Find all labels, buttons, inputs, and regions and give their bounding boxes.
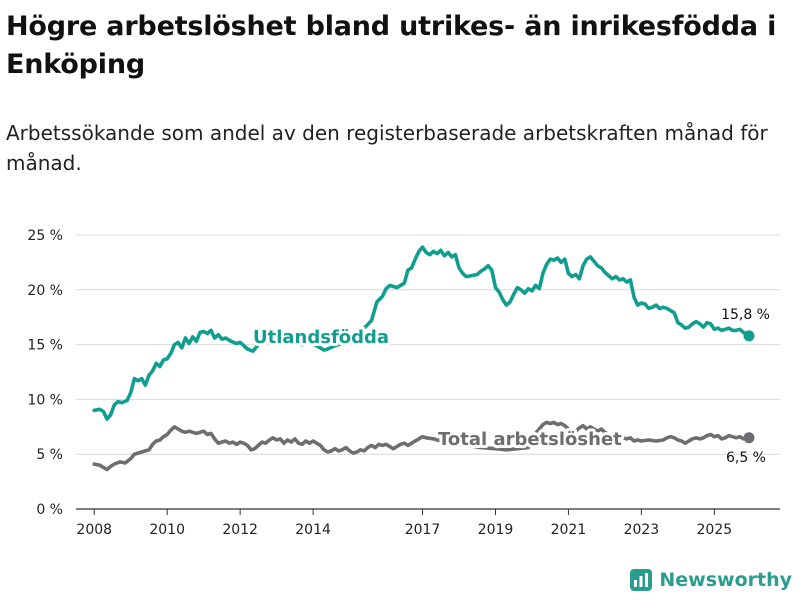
- y-tick-label: 20 %: [27, 283, 63, 299]
- brand-name: Newsworthy: [659, 569, 792, 591]
- end-point-utlandsfodda: [743, 330, 755, 342]
- y-tick-label: 15 %: [27, 338, 63, 354]
- x-tick-label: 2010: [149, 522, 185, 538]
- x-tick-label: 2008: [76, 522, 112, 538]
- end-point-total: [743, 432, 755, 444]
- series-line-utlandsfodda: [92, 245, 751, 421]
- chart-title: Högre arbetslöshet bland utrikes- än inr…: [6, 11, 777, 80]
- end-value-label-total: 6,5 %: [726, 450, 766, 466]
- bar-chart-icon: [630, 569, 653, 591]
- x-tick-label: 2017: [405, 522, 441, 538]
- x-tick-label: 2014: [295, 522, 331, 538]
- newsworthy-logo: Newsworthy: [629, 568, 792, 592]
- x-tick-label: 2012: [222, 522, 258, 538]
- end-value-label-utlandsfodda: 15,8 %: [721, 307, 770, 323]
- x-tick-label: 2021: [551, 522, 587, 538]
- x-tick-label: 2019: [478, 522, 514, 538]
- series-line-total: [92, 420, 751, 472]
- series-label-utlandsfodda: Utlandsfödda: [253, 327, 389, 348]
- y-tick-label: 0 %: [36, 502, 63, 518]
- y-tick-label: 10 %: [27, 392, 63, 408]
- y-tick-label: 5 %: [36, 447, 63, 463]
- x-tick-label: 2025: [697, 522, 733, 538]
- chart-subtitle: Arbetssökande som andel av den registerb…: [6, 121, 768, 175]
- series-label-total: Total arbetslöshet: [438, 429, 622, 450]
- x-tick-label: 2023: [624, 522, 660, 538]
- y-tick-label: 25 %: [27, 228, 63, 244]
